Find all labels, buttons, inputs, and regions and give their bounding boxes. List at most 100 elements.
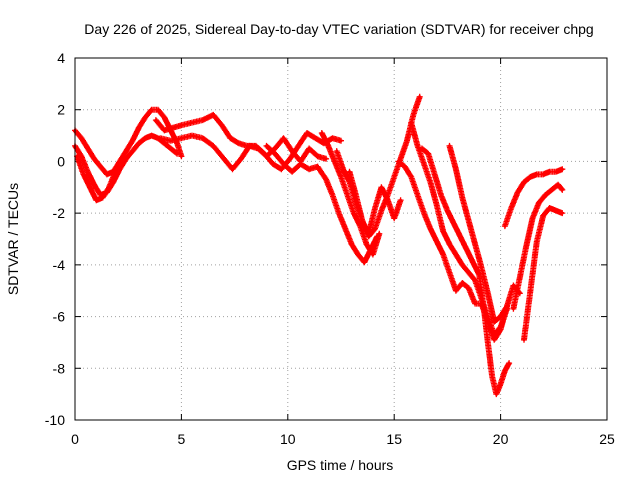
data-point (307, 167, 311, 171)
data-point (548, 170, 551, 174)
series-track-i (346, 168, 404, 237)
data-point (420, 147, 424, 150)
data-point (79, 154, 83, 158)
data-point (356, 253, 360, 256)
data-point (75, 154, 79, 158)
data-point (503, 224, 507, 228)
data-point (373, 206, 377, 210)
data-point (379, 209, 383, 213)
data-point (79, 136, 83, 140)
data-point (190, 134, 194, 138)
data-series (72, 93, 566, 398)
data-point (439, 193, 443, 197)
x-axis-label: GPS time / hours (287, 457, 394, 473)
data-point (211, 113, 215, 117)
data-point (499, 325, 503, 329)
data-point (467, 219, 471, 223)
data-point (535, 240, 539, 244)
data-point (460, 263, 464, 267)
data-point (471, 260, 475, 264)
data-point (454, 167, 458, 171)
data-point (422, 162, 426, 166)
data-point (365, 242, 368, 246)
data-point (492, 333, 496, 337)
series-track-f (263, 142, 381, 266)
data-point (179, 123, 183, 127)
data-point (452, 222, 456, 225)
data-point (201, 136, 205, 140)
data-point (316, 154, 320, 158)
series-track-l (418, 145, 513, 398)
data-point (265, 144, 268, 148)
data-point (543, 193, 547, 197)
data-point (88, 185, 92, 189)
data-point (175, 152, 179, 156)
data-point (137, 141, 141, 145)
data-point (467, 286, 471, 290)
data-point (86, 147, 90, 150)
series-track-m (446, 142, 510, 325)
data-point (405, 139, 409, 143)
y-tick-label: 0 (57, 153, 65, 169)
data-point (94, 198, 98, 202)
data-point (373, 227, 377, 231)
data-point (486, 340, 490, 344)
data-point (324, 178, 328, 181)
data-point (282, 136, 285, 140)
data-point (190, 121, 194, 125)
data-point (454, 253, 458, 256)
series-track-c (74, 153, 119, 204)
data-point (445, 209, 449, 213)
data-point (367, 232, 371, 236)
data-point (314, 136, 317, 140)
data-point (143, 116, 147, 119)
data-point (175, 141, 179, 145)
x-tick-label: 25 (599, 431, 615, 447)
data-point (458, 234, 462, 238)
data-point (509, 206, 513, 210)
data-point (441, 253, 445, 256)
data-point (348, 170, 351, 174)
chart-title: Day 226 of 2025, Sidereal Day-to-day VTE… (84, 21, 593, 37)
data-point (492, 320, 496, 324)
data-point (324, 157, 328, 161)
data-point (113, 170, 117, 174)
data-point (228, 136, 232, 140)
data-point (162, 128, 166, 132)
axis-ticks: 0 5 10 15 20 25 -10 -8 -6 -4 -2 0 2 4 (45, 50, 615, 447)
data-point (467, 271, 471, 275)
data-point (296, 144, 300, 148)
data-point (362, 260, 366, 264)
data-point (379, 185, 383, 189)
data-point (169, 139, 173, 143)
data-point (371, 253, 375, 256)
data-point (299, 162, 303, 166)
data-point (124, 149, 128, 153)
y-tick-label: 2 (57, 102, 65, 118)
data-point (162, 141, 166, 145)
data-point (154, 118, 158, 122)
data-point (499, 382, 503, 386)
data-point (505, 304, 509, 308)
data-point (343, 227, 347, 231)
data-point (418, 95, 422, 99)
series-track-n (501, 166, 566, 230)
data-point (422, 211, 426, 215)
data-point (377, 232, 381, 236)
data-point (399, 198, 403, 202)
x-tick-label: 15 (386, 431, 402, 447)
data-point (101, 196, 105, 200)
data-point (528, 175, 532, 179)
data-point (448, 144, 451, 148)
data-point (448, 271, 451, 275)
data-point (345, 193, 349, 197)
data-point (441, 229, 445, 233)
data-point (290, 149, 294, 153)
data-point (560, 211, 564, 215)
y-tick-label: -8 (53, 360, 66, 376)
data-point (137, 126, 141, 130)
data-point (433, 172, 437, 176)
series-track-p (521, 205, 566, 343)
data-point (326, 144, 330, 148)
